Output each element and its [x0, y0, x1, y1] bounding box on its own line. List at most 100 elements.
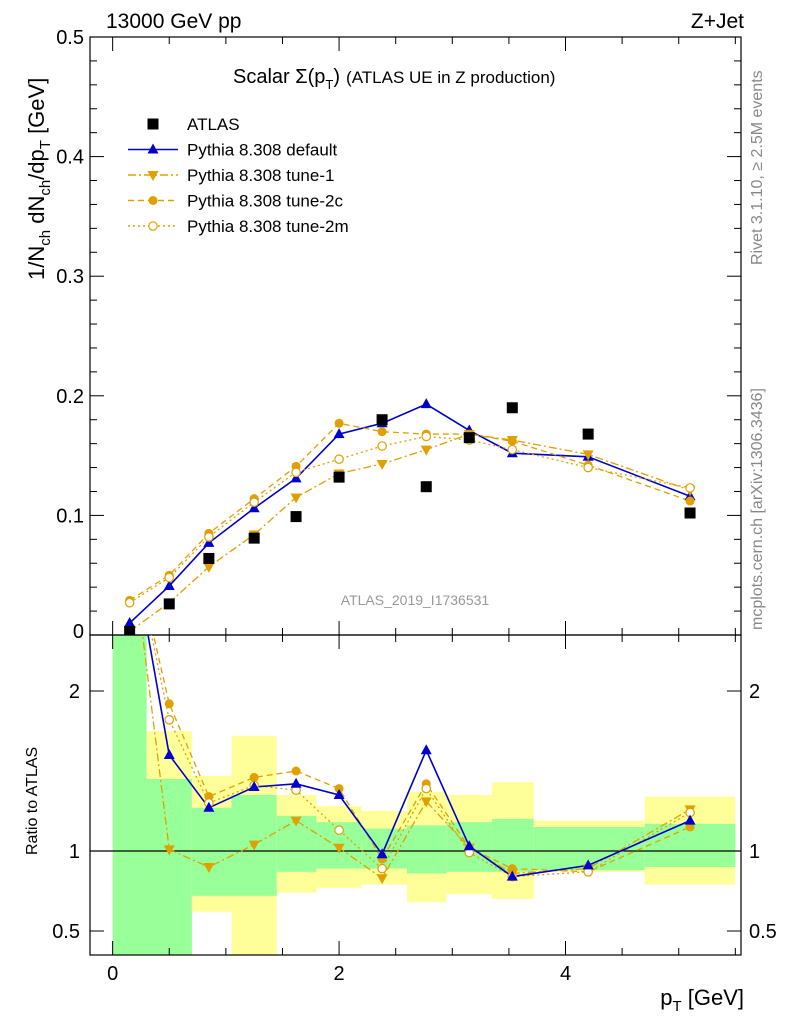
data-point-tune2c: [377, 427, 387, 437]
data-point-atlas: [684, 507, 696, 519]
data-point-default: [684, 814, 696, 825]
data-point-atlas: [333, 471, 345, 483]
data-point-tune2m: [685, 483, 695, 493]
data-point-tune2m: [377, 863, 387, 874]
data-point-tune2m: [583, 462, 593, 473]
band-inner-bin: [491, 819, 534, 872]
band-inner-bin: [407, 825, 447, 874]
y-tick-label: 0.2: [56, 386, 84, 408]
data-point-tune1: [203, 863, 215, 873]
title-close: ): [333, 66, 340, 88]
data-point-tune2m: [334, 454, 344, 464]
band-inner-bin: [112, 635, 147, 955]
data-point-atlas: [124, 625, 136, 635]
ratio-line: [147, 635, 691, 878]
watermark: ATLAS_2019_I1736531: [341, 592, 490, 608]
data-point-atlas: [506, 402, 518, 414]
y-tick-label: 0: [73, 621, 84, 643]
ratio-panel-frame: [89, 634, 742, 956]
data-point-tune2m: [334, 825, 344, 835]
data-point-tune2m: [148, 221, 158, 231]
legend: ATLAS Pythia 8.308 default Pythia 8.308 tu…: [128, 115, 349, 236]
legend-label: Pythia 8.308 tune-2c: [187, 192, 343, 211]
data-point-tune2m: [421, 783, 432, 794]
data-point-tune2c: [507, 436, 517, 446]
y-tick-label: 0.4: [56, 147, 84, 169]
y-tick-label: 0.5: [56, 27, 84, 49]
ratio-markers: [124, 525, 696, 885]
x-tick-label: 0: [107, 963, 118, 985]
band-inner-bin: [191, 807, 232, 896]
data-point-default: [290, 472, 302, 483]
ratio-line: [141, 635, 691, 880]
data-point-tune2c: [685, 822, 695, 832]
data-point-atlas: [463, 432, 475, 444]
data-point-tune2m: [421, 431, 432, 442]
top-lines: [129, 403, 691, 632]
ratio-y-tick-label: 2: [69, 681, 80, 703]
data-point-default: [248, 781, 260, 791]
data-point-tune1: [163, 845, 175, 856]
data-point-tune2m: [164, 572, 175, 583]
data-point-tune1: [420, 445, 432, 456]
data-point-atlas: [163, 598, 175, 610]
data-point-default: [163, 579, 175, 590]
data-point-atlas: [248, 532, 260, 544]
data-point-tune1: [290, 816, 302, 827]
data-point-tune1: [124, 527, 135, 537]
data-point-default: [376, 848, 388, 859]
ratio-y-tick-label: 1: [69, 841, 80, 863]
series-line: [129, 422, 691, 601]
data-point-atlas: [147, 118, 159, 130]
ratio-lines: [141, 635, 691, 880]
data-point-default: [506, 870, 518, 881]
y-tick-label: 0.3: [56, 266, 84, 288]
data-point-default: [124, 525, 135, 535]
top-markers: [124, 398, 696, 635]
data-point-default: [124, 617, 136, 628]
header-right-label: Z+Jet: [691, 10, 744, 33]
data-point-atlas: [376, 414, 388, 426]
x-tick-label: 2: [334, 963, 345, 985]
header-left-label: 13000 GeV pp: [106, 10, 241, 33]
data-point-tune2c: [125, 527, 134, 536]
title-tail: (ATLAS UE in Z production): [346, 68, 555, 87]
data-point-tune1: [248, 840, 260, 851]
data-point-tune2c: [334, 784, 344, 794]
data-point-default: [420, 744, 432, 755]
data-point-atlas: [203, 552, 215, 564]
axes-frames: 0 0.1 0.2 0.3 0.4 0.5 0.5 0.5 1 1 2 2 0 2 4: [52, 27, 777, 985]
series-lines: [129, 403, 691, 880]
data-point-default: [203, 801, 215, 812]
data-point-atlas: [290, 511, 302, 523]
data-point-tune2c: [291, 766, 301, 776]
data-point-tune2m: [204, 532, 214, 542]
data-point-tune2m: [291, 467, 301, 478]
data-point-tune2m: [249, 497, 259, 508]
data-point-tune1: [376, 459, 388, 470]
y-tick-label: 0.1: [56, 505, 84, 527]
data-point-atlas: [420, 481, 432, 493]
data-point-tune2c: [507, 864, 517, 874]
band-inner-bin: [146, 779, 192, 955]
data-point-tune2c: [148, 196, 158, 205]
series-markers: [124, 398, 696, 885]
data-point-tune1: [582, 450, 594, 461]
data-point-tune2c: [334, 418, 344, 428]
x-axis-label: pT [GeV]: [660, 985, 744, 1015]
data-point-tune1: [376, 874, 388, 885]
ratio-line: [152, 635, 691, 873]
ratio-y-tick-label: 2: [749, 681, 760, 703]
data-point-tune1: [147, 171, 159, 181]
data-point-default: [203, 536, 215, 547]
data-point-default: [333, 789, 345, 799]
side-label-top: Rivet 3.1.10, ≥ 2.5M events: [749, 70, 766, 265]
top-y-axis-label: 1/Nch dNch/dpT [GeV]: [24, 78, 54, 280]
data-point-tune1: [333, 843, 345, 854]
legend-label: ATLAS: [187, 115, 240, 134]
data-point-tune2c: [685, 496, 695, 506]
side-label-bottom: mcplots.cern.ch [arXiv:1306.3436]: [749, 388, 766, 630]
title-sub: T: [325, 77, 333, 92]
data-point-tune2m: [164, 714, 175, 725]
